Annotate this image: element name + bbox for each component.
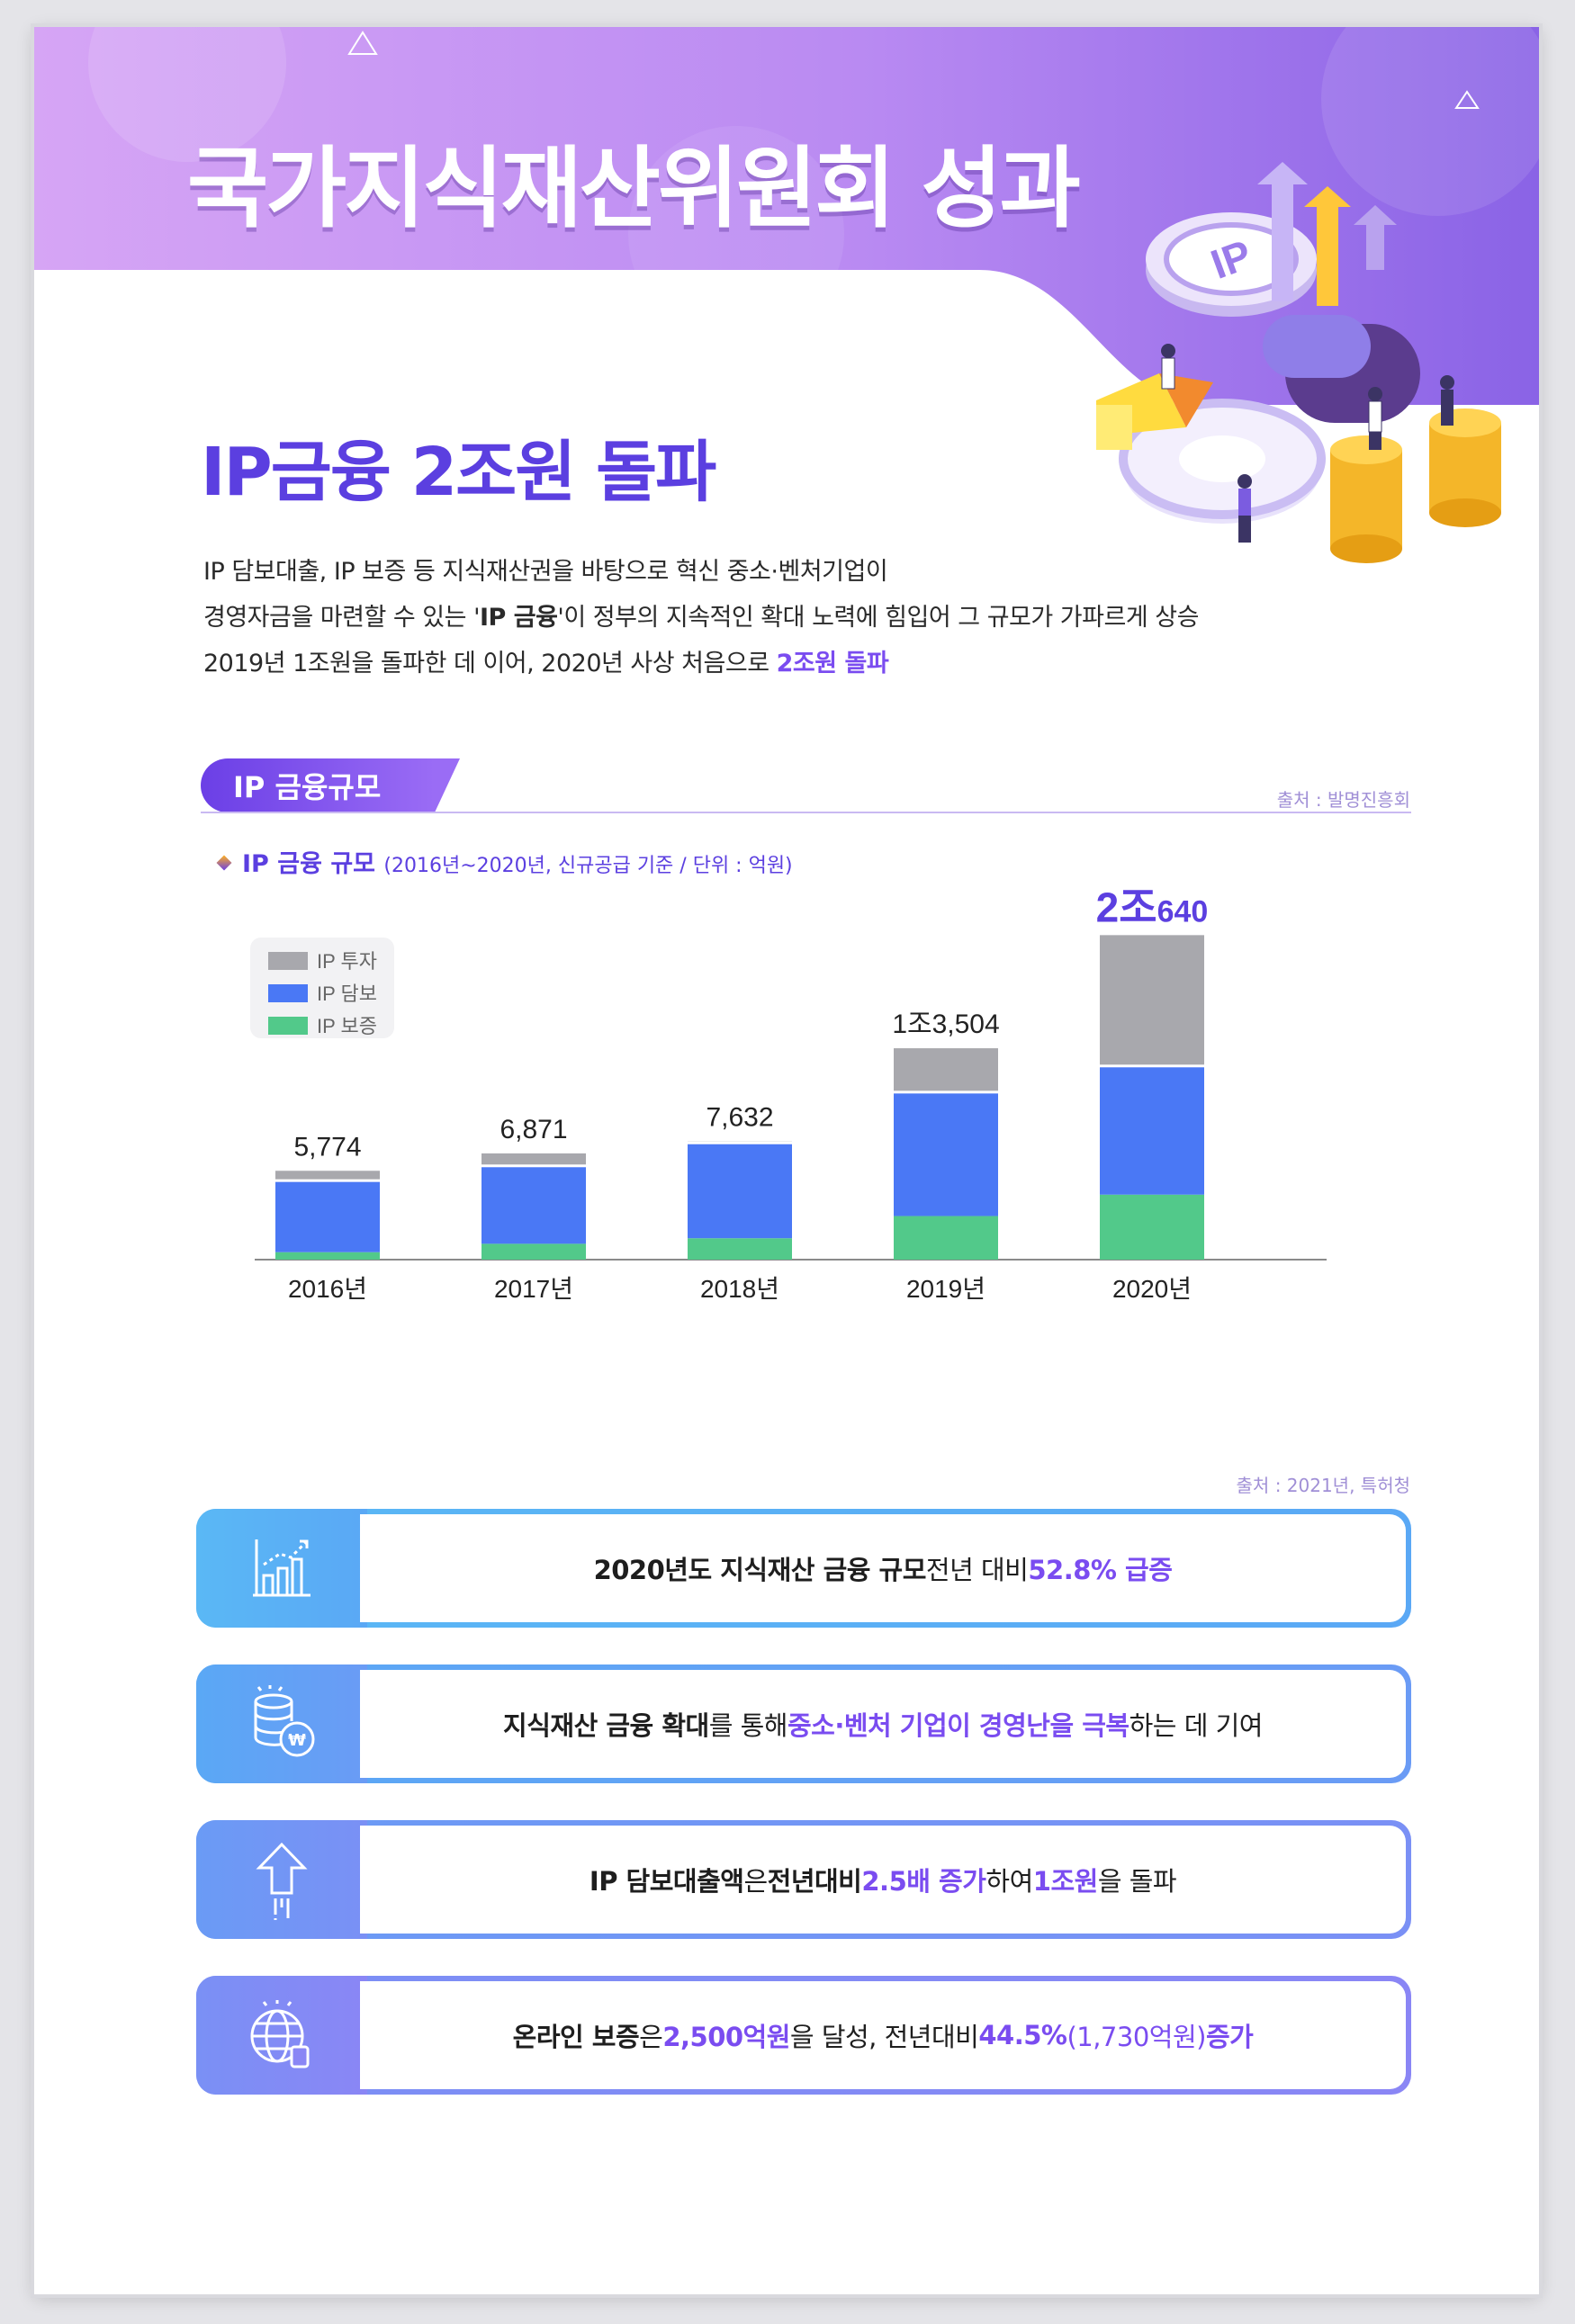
- bar-2017년-IP 담보: [482, 1167, 586, 1244]
- card-text: IP 담보대출액 은 전년대비 2.5배 증가 하여 1조원 을 돌파: [360, 1826, 1406, 1934]
- cards-source: 출처 : 2021년, 특허청: [1236, 1475, 1410, 1496]
- bar-2019년-IP 보증: [894, 1216, 998, 1260]
- card-icon-panel: [196, 1976, 367, 2095]
- card-icon-panel: [196, 1820, 367, 1939]
- stat-card-finance-growth: 2020년도 지식재산 금융 규모 전년 대비 52.8% 급증: [196, 1509, 1411, 1628]
- coin-stack-icon: [1330, 408, 1501, 563]
- infographic-frame: 국가지식재산위원회 성과 IP: [34, 27, 1539, 2294]
- svg-text:₩: ₩: [288, 1731, 306, 1750]
- bar-2017년-IP 투자: [482, 1153, 586, 1165]
- intro-line-3: 2019년 1조원을 돌파한 데 이어, 2020년 사상 처음으로 2조원 돌…: [203, 650, 889, 677]
- bar-2017년-IP 보증: [482, 1243, 586, 1260]
- total-label: 5,774: [293, 1132, 361, 1162]
- globe-network-icon: [250, 2000, 310, 2068]
- card-icon-panel: [196, 1509, 367, 1628]
- chart-source: 출처 : 발명진흥회: [1276, 789, 1410, 811]
- ip-finance-emphasis: IP 금융: [480, 604, 558, 632]
- card-text: 온라인 보증 은 2,500억원 을 달성, 전년대비 44.5% (1,730억원…: [360, 1981, 1406, 2089]
- ip-finance-bar-chart: IP 투자 IP 담보 IP 보증 2016년 5,774 2017년 6,871 2018…: [250, 884, 1327, 1303]
- intro-line-1: IP 담보대출, IP 보증 등 지식재산권을 바탕으로 혁신 중소·벤처기업이: [203, 558, 888, 586]
- bar-2016년-IP 담보: [275, 1181, 380, 1252]
- bar-2016년-IP 투자: [275, 1171, 380, 1180]
- stat-card-online-guarantee: 온라인 보증 은 2,500억원 을 달성, 전년대비 44.5% (1,730억원…: [196, 1976, 1411, 2095]
- x-tick-label: 2018년: [700, 1275, 779, 1303]
- legend-swatch: [268, 952, 308, 970]
- stat-card-ip-loan: IP 담보대출액 은 전년대비 2.5배 증가 하여 1조원 을 돌파: [196, 1820, 1411, 1939]
- arrow-up-icon: [256, 1842, 308, 1920]
- total-label: 6,871: [500, 1115, 567, 1144]
- chart-heading: IP 금융 규모 (2016년~2020년, 신규공급 기준 / 단위 : 억원…: [216, 844, 793, 879]
- legend-swatch: [268, 984, 308, 1002]
- section-tab-ip-finance-scale: IP 금융규모: [201, 758, 460, 812]
- card-text: 지식재산 금융 확대 를 통해 중소·벤처 기업이 경영난을 극복 하는 데 기여: [360, 1670, 1406, 1778]
- intro-line-2: 경영자금을 마련할 수 있는 'IP 금융'이 정부의 지속적인 확대 노력에 …: [203, 604, 1199, 632]
- bar-2020년-IP 투자: [1100, 935, 1204, 1065]
- x-tick-label: 2020년: [1112, 1275, 1192, 1303]
- page-title: 국가지식재산위원회 성과: [187, 138, 1081, 240]
- bar-2020년-IP 담보: [1100, 1067, 1204, 1195]
- header-banner: [34, 27, 1539, 405]
- stat-card-sme-support: ₩ 지식재산 금융 확대 를 통해 중소·벤처 기업이 경영난을 극복 하는 데 기…: [196, 1664, 1411, 1783]
- bar-2019년-IP 투자: [894, 1048, 998, 1091]
- bar-2019년-IP 담보: [894, 1093, 998, 1216]
- intro-paragraph: IP 담보대출, IP 보증 등 지식재산권을 바탕으로 혁신 중소·벤처기업이…: [203, 549, 1199, 686]
- legend-swatch: [268, 1017, 308, 1035]
- two-trillion-highlight: 2조원 돌파: [776, 650, 889, 677]
- total-label: 7,632: [706, 1103, 773, 1133]
- card-icon-panel: ₩: [196, 1664, 367, 1783]
- chart-title: IP 금융 규모: [242, 850, 375, 878]
- x-tick-label: 2017년: [494, 1275, 573, 1303]
- total-label-highlight: 2조640: [1096, 884, 1209, 930]
- x-tick-label: 2016년: [288, 1275, 367, 1303]
- total-label: 1조3,504: [892, 1009, 999, 1039]
- card-text: 2020년도 지식재산 금융 규모 전년 대비 52.8% 급증: [360, 1514, 1406, 1622]
- growth-chart-icon: [253, 1539, 310, 1597]
- legend-label: IP 투자: [317, 950, 377, 973]
- chart-legend: IP 투자 IP 담보 IP 보증: [250, 938, 394, 1038]
- ip-finance-illustration: IP: [1096, 162, 1501, 563]
- section-subtitle: IP금융 2조원 돌파: [201, 434, 716, 511]
- legend-label: IP 보증: [317, 1015, 377, 1037]
- legend-label: IP 담보: [317, 983, 377, 1005]
- bar-2018년-IP 보증: [688, 1238, 792, 1260]
- coin-database-icon: ₩: [254, 1685, 315, 1757]
- chart-subtitle: (2016년~2020년, 신규공급 기준 / 단위 : 억원): [383, 855, 793, 877]
- bar-2020년-IP 보증: [1100, 1194, 1204, 1260]
- bar-2016년-IP 보증: [275, 1252, 380, 1260]
- bar-2018년-IP 담보: [688, 1144, 792, 1239]
- section-divider: [201, 812, 1411, 813]
- x-tick-label: 2019년: [906, 1275, 986, 1303]
- people-figures: [1161, 344, 1454, 543]
